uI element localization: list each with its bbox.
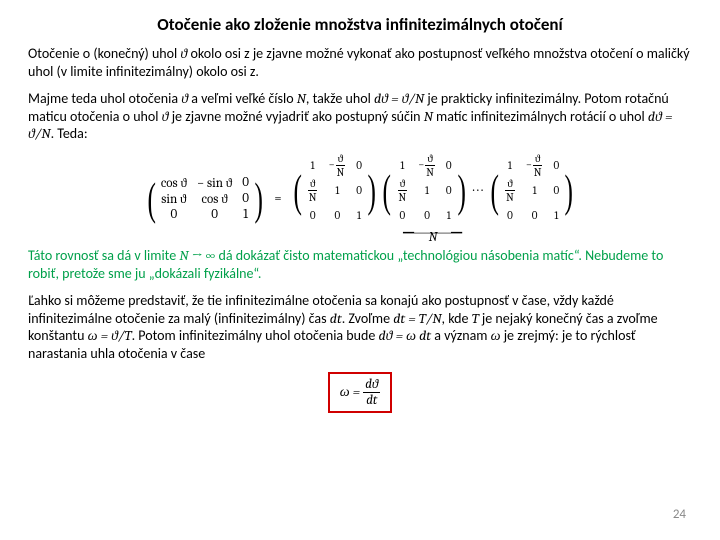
mi2-33: 1 bbox=[446, 209, 452, 222]
p4-e: . Potom infinitezimálny uhol otočenia bu… bbox=[132, 327, 379, 344]
mi1-23: 0 bbox=[356, 184, 362, 197]
rparen-3: ) bbox=[457, 164, 465, 217]
mi3-21: ϑN bbox=[504, 178, 516, 203]
mi3-32: 0 bbox=[526, 209, 544, 222]
p2-f: matíc infinitezimálnych rotácií o uhol bbox=[433, 108, 648, 125]
paragraph-1: Otočenie o (konečný) uhol ϑ okolo osi z … bbox=[28, 45, 692, 80]
theta-3: ϑ bbox=[162, 108, 169, 125]
mL-32: 0 bbox=[197, 207, 232, 222]
mL-13: 0 bbox=[242, 175, 249, 190]
rparen-4: ) bbox=[565, 164, 573, 217]
mL-11: cos ϑ bbox=[161, 175, 187, 191]
fn1: ϑ bbox=[336, 153, 345, 166]
paragraph-2: Majme teda uhol otočenia ϑ a veľmi veľké… bbox=[28, 90, 692, 143]
paragraph-4: Ľahko si môžeme predstaviť, že tie infin… bbox=[28, 292, 692, 362]
page-number: 24 bbox=[673, 507, 686, 522]
mi2-21: ϑN bbox=[397, 178, 409, 203]
fd4: N bbox=[397, 191, 409, 203]
fd5: N bbox=[532, 166, 544, 178]
mi2-23: 0 bbox=[446, 184, 452, 197]
mL-21: sin ϑ bbox=[161, 191, 187, 207]
lparen-3: ( bbox=[383, 164, 391, 217]
fd1: N bbox=[335, 166, 347, 178]
mi3-22: 1 bbox=[526, 184, 544, 197]
p2-g: . Teda: bbox=[51, 125, 88, 142]
boxed-lhs: ω = bbox=[340, 383, 360, 400]
p2-a: Majme teda uhol otočenia bbox=[28, 90, 181, 107]
underbrace-group: ( 1 −ϑN 0 ϑN 1 0 0 0 1 ) ( 1 −ϑN bbox=[290, 153, 577, 246]
matrix-equation: ( cos ϑ − sin ϑ 0 sin ϑ cos ϑ 0 0 0 1 ) … bbox=[28, 153, 692, 246]
mi2-22: 1 bbox=[418, 184, 436, 197]
mi2-32: 0 bbox=[418, 209, 436, 222]
mL-33: 1 bbox=[242, 207, 249, 222]
mi3-11: 1 bbox=[504, 159, 516, 172]
mi2-12: −ϑN bbox=[418, 153, 436, 178]
mi2-13: 0 bbox=[446, 159, 452, 172]
fn4: ϑ bbox=[398, 178, 407, 191]
matrix-inf-2: 1 −ϑN 0 ϑN 1 0 0 0 1 bbox=[395, 153, 454, 228]
rparen-1: ) bbox=[254, 172, 262, 225]
p3-a: Táto rovnosť sa dá v limite bbox=[28, 247, 179, 264]
p4-f: a význam bbox=[431, 327, 491, 344]
mi3-33: 1 bbox=[553, 209, 559, 222]
p2-b: a veľmi veľké číslo bbox=[188, 90, 297, 107]
matrix-left: cos ϑ − sin ϑ 0 sin ϑ cos ϑ 0 0 0 1 bbox=[159, 175, 251, 223]
lparen-1: ( bbox=[147, 172, 155, 225]
mi1-11: 1 bbox=[307, 159, 319, 172]
boxed-num: dϑ bbox=[363, 378, 380, 393]
mL-12: − sin ϑ bbox=[197, 175, 232, 191]
mi2-11: 1 bbox=[397, 159, 409, 172]
p4-c: , kde bbox=[442, 310, 472, 327]
mL-22: cos ϑ bbox=[197, 191, 232, 207]
omega-eq: ω = ϑ/T bbox=[88, 327, 132, 344]
fn6: ϑ bbox=[505, 178, 514, 191]
omega-sym: ω bbox=[491, 327, 501, 344]
dth-omega: dϑ = ω dt bbox=[378, 327, 431, 344]
equals-sign: = bbox=[274, 191, 281, 206]
underbrace-icon: ⎵ bbox=[402, 227, 464, 231]
matrix-inf-1: 1 −ϑN 0 ϑN 1 0 0 0 1 bbox=[305, 153, 364, 228]
fd3: N bbox=[424, 166, 436, 178]
mi1-12: −ϑN bbox=[328, 153, 346, 178]
dth-eq: dϑ = ϑ/N bbox=[374, 90, 424, 107]
mi1-32: 0 bbox=[328, 209, 346, 222]
mi3-31: 0 bbox=[504, 209, 516, 222]
mi1-21: ϑN bbox=[307, 178, 319, 203]
matrix-inf-3: 1 −ϑN 0 ϑN 1 0 0 0 1 bbox=[502, 153, 561, 228]
N-1: N bbox=[297, 90, 306, 107]
mi1-31: 0 bbox=[307, 209, 319, 222]
mi1-33: 1 bbox=[356, 209, 362, 222]
p2-e: je zjavne možné vyjadriť ako postupný sú… bbox=[169, 108, 424, 125]
fd6: N bbox=[504, 191, 516, 203]
fn2: ϑ bbox=[308, 178, 317, 191]
ellipsis: · · · bbox=[473, 183, 483, 198]
mL-31: 0 bbox=[161, 207, 187, 222]
fn3: ϑ bbox=[425, 153, 434, 166]
lparen-4: ( bbox=[490, 164, 498, 217]
mL-23: 0 bbox=[242, 191, 249, 206]
fn5: ϑ bbox=[533, 153, 542, 166]
mi3-23: 0 bbox=[553, 184, 559, 197]
mi3-12: −ϑN bbox=[526, 153, 544, 178]
lparen-2: ( bbox=[293, 164, 301, 217]
mi1-13: 0 bbox=[356, 159, 362, 172]
boxed-den: dt bbox=[364, 393, 379, 407]
slide-title: Otočenie ako zloženie množstva infinitez… bbox=[28, 14, 692, 35]
T-sym: T bbox=[472, 310, 479, 327]
N-2: N bbox=[424, 108, 433, 125]
mi2-31: 0 bbox=[397, 209, 409, 222]
paragraph-3-green: Táto rovnosť sa dá v limite N → ∞ dá dok… bbox=[28, 247, 692, 282]
fd2: N bbox=[307, 191, 319, 203]
mi3-13: 0 bbox=[553, 159, 559, 172]
p2-c: , takže uhol bbox=[306, 90, 374, 107]
boxed-equation-wrap: ω = dϑ dt bbox=[28, 372, 692, 413]
boxed-equation: ω = dϑ dt bbox=[328, 372, 393, 413]
p4-b: . Zvoľme bbox=[342, 310, 394, 327]
mi1-22: 1 bbox=[328, 184, 346, 197]
dt-sym: dt bbox=[330, 310, 342, 327]
dt-eq: dt = T/N bbox=[393, 310, 441, 327]
rparen-2: ) bbox=[367, 164, 375, 217]
N-inf: N → ∞ bbox=[179, 247, 215, 264]
p1-a: Otočenie o (konečný) uhol bbox=[28, 45, 180, 62]
